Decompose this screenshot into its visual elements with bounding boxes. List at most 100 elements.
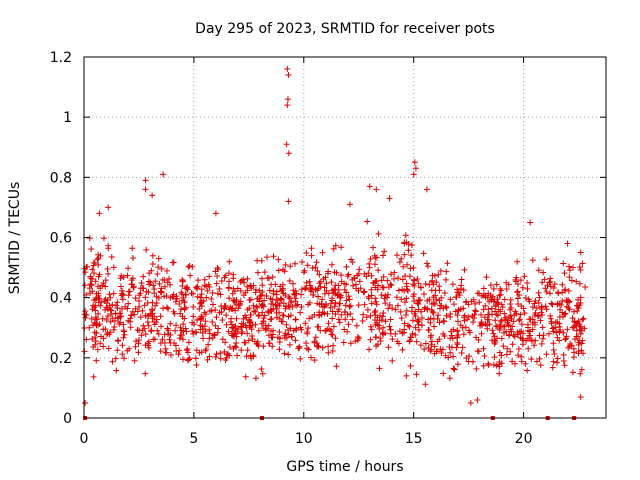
data-point (91, 270, 98, 277)
data-point (480, 292, 487, 299)
data-point (144, 299, 151, 306)
data-point (252, 308, 259, 315)
data-point (378, 277, 385, 284)
data-point (342, 309, 349, 316)
data-point (256, 287, 263, 294)
data-point (395, 275, 402, 282)
data-point (218, 277, 225, 284)
data-point (437, 267, 444, 274)
data-point (579, 337, 586, 344)
data-point (290, 287, 297, 294)
data-point (515, 331, 522, 338)
data-point (197, 322, 204, 329)
data-point (412, 324, 419, 331)
data-point (556, 329, 563, 336)
data-point (100, 326, 107, 333)
data-point (387, 281, 394, 288)
data-point (458, 349, 465, 356)
data-point (314, 300, 321, 307)
data-point (531, 300, 538, 307)
data-point (217, 350, 224, 357)
data-point (232, 307, 239, 314)
data-point (368, 300, 375, 307)
data-point (461, 314, 468, 321)
data-point (240, 292, 247, 299)
data-point (128, 281, 135, 288)
data-point (531, 342, 538, 349)
data-point (283, 321, 290, 328)
data-point (343, 297, 350, 304)
data-point (386, 195, 393, 202)
data-point (171, 339, 178, 346)
data-point (120, 328, 127, 335)
data-point (90, 262, 97, 269)
data-point (560, 358, 567, 365)
data-point (132, 305, 139, 312)
data-point (394, 338, 401, 345)
data-point (261, 269, 268, 276)
data-point (449, 281, 456, 288)
data-point (212, 307, 219, 314)
data-point (507, 296, 514, 303)
data-point (498, 322, 505, 329)
data-point (436, 319, 443, 326)
data-point (524, 280, 531, 287)
data-point (163, 267, 170, 274)
data-point (94, 346, 101, 353)
data-point (506, 331, 513, 338)
data-point (484, 325, 491, 332)
data-point (149, 261, 156, 268)
data-point (519, 330, 526, 337)
data-point (524, 324, 531, 331)
data-point (577, 330, 584, 337)
data-point (541, 276, 548, 283)
data-point (566, 274, 573, 281)
data-point (525, 296, 532, 303)
data-point (375, 230, 382, 237)
data-point (573, 327, 580, 334)
data-point (225, 284, 232, 291)
data-point (565, 344, 572, 351)
data-point (92, 341, 99, 348)
data-point (489, 327, 496, 334)
data-point (348, 256, 355, 263)
data-point (420, 291, 427, 298)
data-point (379, 284, 386, 291)
data-point (431, 301, 438, 308)
data-point (232, 325, 239, 332)
data-point (405, 247, 412, 254)
data-point (281, 350, 288, 357)
data-point (117, 283, 124, 290)
data-point (543, 256, 550, 263)
data-point (149, 192, 156, 199)
data-point (111, 324, 118, 331)
data-point (380, 310, 387, 317)
data-point (163, 304, 170, 311)
data-point (441, 290, 448, 297)
data-point (276, 346, 283, 353)
data-point (203, 283, 210, 290)
data-point (183, 328, 190, 335)
data-point (560, 260, 567, 267)
data-point (425, 344, 432, 351)
data-point (249, 322, 256, 329)
data-point (256, 295, 263, 302)
data-point (563, 297, 570, 304)
data-point (370, 244, 377, 251)
data-point (568, 277, 575, 284)
data-point (437, 346, 444, 353)
y-tick-label: 0.4 (50, 291, 72, 307)
data-point (451, 301, 458, 308)
data-point (540, 332, 547, 339)
data-point (230, 285, 237, 292)
data-point (477, 322, 484, 329)
data-point (104, 312, 111, 319)
data-point (176, 335, 183, 342)
data-point (173, 322, 180, 329)
data-point (571, 318, 578, 325)
data-point (504, 321, 511, 328)
data-point (179, 278, 186, 285)
data-point (270, 253, 277, 260)
data-point (94, 294, 101, 301)
data-point (515, 345, 522, 352)
